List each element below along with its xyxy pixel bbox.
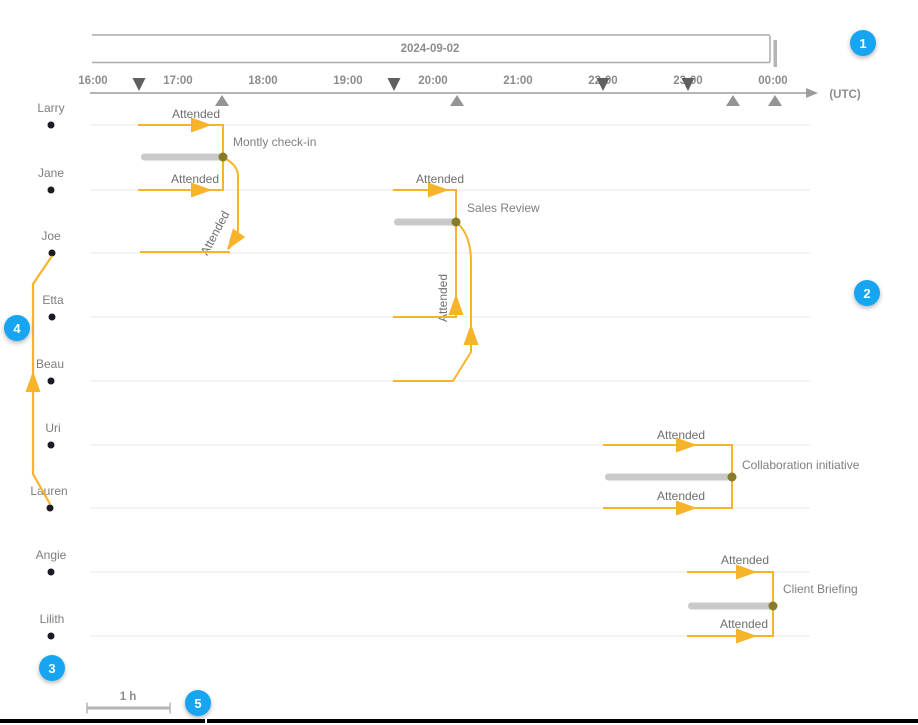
event-title-collaboration: Collaboration initiative [742, 458, 860, 472]
attended-label-uri-collab: Attended [656, 428, 706, 442]
annotation-badge-3: 3 [39, 655, 65, 681]
axis-tick-23: 23:00 [673, 75, 703, 87]
timezone-label: (UTC) [829, 89, 861, 101]
person-dot-uri [47, 441, 55, 449]
annotation-badge-1: 1 [850, 30, 876, 56]
edge-jane-sales [393, 189, 457, 222]
interaction-arrowhead-icon [25, 371, 41, 392]
person-dot-joe [48, 249, 56, 257]
attended-label-lilith-client: Attended [719, 617, 769, 631]
axis-tick-18: 18:00 [248, 75, 278, 87]
axis-tick-22: 22:00 [588, 75, 618, 87]
axis-tick-17: 17:00 [163, 75, 193, 87]
event-bar-sales-review [394, 218, 456, 226]
edges-sales-review [393, 189, 472, 382]
person-label-uri: Uri [45, 421, 61, 435]
attended-label-jane-sales: Attended [415, 172, 465, 186]
person-label-beau: Beau [35, 357, 65, 371]
brush-drag-handle[interactable] [773, 40, 778, 67]
attended-label-jane-checkin: Attended [170, 172, 220, 186]
end-marker-icon-client [768, 95, 782, 106]
event-title-monthly-checkin: Montly check-in [233, 135, 317, 149]
edges-monthly-checkin [138, 124, 239, 253]
axis-tick-19: 19:00 [333, 75, 363, 87]
person-dot-etta [48, 313, 56, 321]
annotation-badge-2: 2 [854, 280, 880, 306]
person-label-angie: Angie [35, 548, 67, 562]
person-label-larry: Larry [37, 101, 65, 115]
attended-label-joe-checkin: Attended [197, 208, 233, 258]
person-dot-angie [47, 568, 55, 576]
date-range-label: 2024-09-02 [400, 43, 460, 55]
axis-tick-21: 21:00 [503, 75, 533, 87]
attended-label-larry-checkin: Attended [171, 107, 221, 121]
edge-uri-collab [603, 444, 733, 477]
arrowhead-icon [448, 294, 464, 315]
event-dot-client-briefing [768, 601, 778, 611]
end-marker-icon-collab [726, 95, 740, 106]
annotation-badge-4: 4 [4, 315, 30, 341]
event-title-sales-review: Sales Review [467, 201, 540, 215]
axis-arrow-icon [806, 88, 818, 98]
arrowhead-icon [463, 324, 479, 345]
axis-tick-16: 16:00 [78, 75, 108, 87]
bottom-divider-notch [205, 719, 207, 723]
attended-label-etta-sales: Attended [436, 273, 450, 323]
person-dot-larry [47, 121, 55, 129]
person-dot-lilith [47, 632, 55, 640]
bottom-divider [0, 719, 918, 723]
edge-beau-sales [393, 222, 472, 382]
time-axis [90, 88, 818, 98]
arrowheads-client-briefing [736, 564, 757, 644]
event-dot-monthly-checkin [218, 152, 228, 162]
event-dot-sales-review [451, 217, 461, 227]
scale-label: 1 h [119, 691, 137, 703]
edge-angie-client [687, 571, 774, 606]
event-bar-client-briefing [688, 602, 773, 610]
end-marker-icon-sales [450, 95, 464, 106]
person-label-jane: Jane [37, 166, 65, 180]
person-dot-lauren [46, 504, 54, 512]
person-label-lilith: Lilith [39, 612, 65, 626]
scale-ruler [86, 702, 171, 714]
person-dot-beau [47, 377, 55, 385]
event-end-markers [215, 95, 782, 106]
arrowheads-collaboration [676, 437, 697, 516]
person-label-lauren: Lauren [30, 484, 68, 498]
event-dot-collaboration [727, 472, 737, 482]
arrowhead-icon [227, 228, 246, 250]
person-label-joe: Joe [41, 229, 61, 243]
event-bar-collaboration [605, 473, 732, 481]
start-marker-icon-sales [387, 78, 401, 91]
axis-tick-00: 00:00 [758, 75, 788, 87]
event-bars [141, 152, 778, 611]
start-marker-icon-checkin [132, 78, 146, 91]
attended-label-lauren-collab: Attended [656, 489, 706, 503]
axis-tick-20: 20:00 [418, 75, 448, 87]
edge-joe-checkin-curve [222, 156, 239, 250]
person-label-etta: Etta [42, 293, 64, 307]
person-dot-jane [47, 186, 55, 194]
row-gridlines [90, 124, 810, 637]
event-title-client-briefing: Client Briefing [783, 582, 858, 596]
annotation-badge-5: 5 [185, 690, 211, 716]
end-marker-icon-checkin [215, 95, 229, 106]
event-bar-monthly-checkin [141, 153, 223, 161]
edge-larry-checkin [138, 124, 224, 157]
attended-label-angie-client: Attended [720, 553, 770, 567]
